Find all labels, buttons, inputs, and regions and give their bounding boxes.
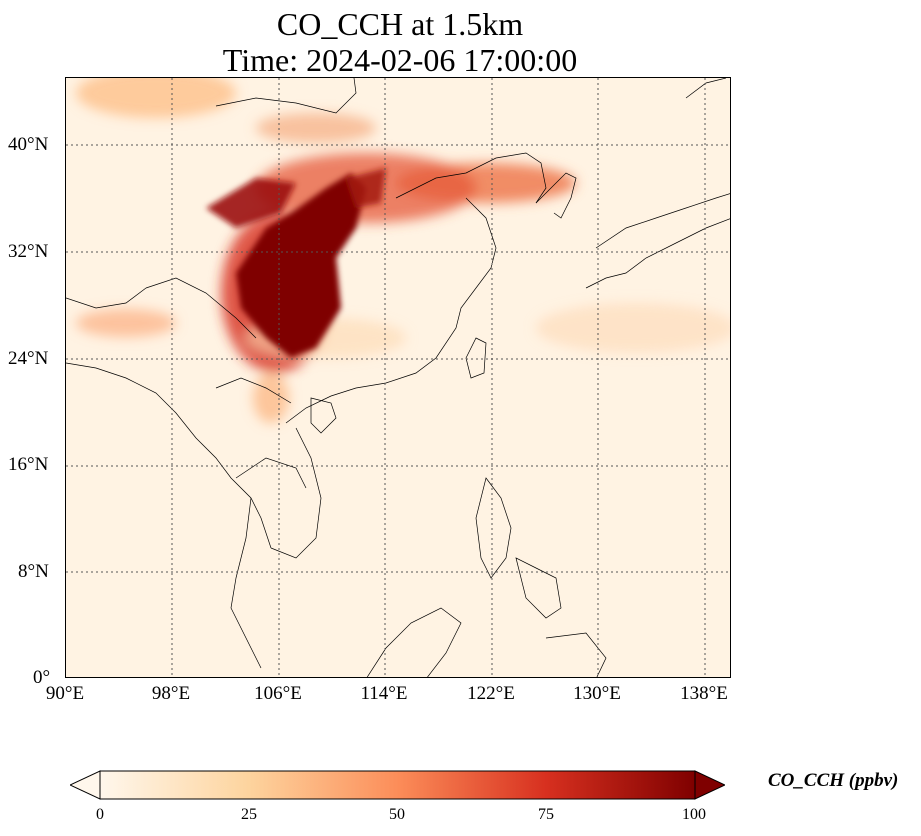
map-title: CO_CCH at 1.5km	[276, 6, 524, 42]
lon-tick-label: 122°E	[467, 683, 515, 704]
lat-tick-label: 24°N	[8, 348, 49, 369]
lon-tick-label: 98°E	[151, 683, 191, 704]
lat-tick-label: 0°	[33, 667, 51, 688]
colorbar-tick-label: 0	[96, 806, 104, 823]
lat-tick-label: 16°N	[8, 454, 49, 475]
colorbar	[70, 770, 725, 800]
colorbar-max-extend	[694, 770, 725, 800]
gridlines	[66, 78, 730, 677]
lon-tick-label: 138°E	[680, 683, 728, 704]
colorbar-tick-label: 50	[389, 806, 405, 823]
lat-tick-label: 8°N	[18, 561, 49, 582]
colorbar-tick-label: 25	[241, 806, 257, 823]
lat-tick-label: 32°N	[8, 241, 49, 262]
colorbar-tick-label: 100	[682, 806, 706, 823]
coastlines	[66, 78, 730, 677]
colorbar-gradient	[99, 770, 696, 800]
map-panel[interactable]	[65, 77, 731, 678]
lon-tick-label: 130°E	[573, 683, 621, 704]
lon-tick-label: 114°E	[360, 683, 408, 704]
colorbar-tick-label: 75	[538, 806, 554, 823]
lat-tick-label: 40°N	[8, 134, 49, 155]
lon-tick-label: 90°E	[45, 683, 85, 704]
concentration-core	[206, 168, 386, 358]
map-canvas	[66, 78, 730, 677]
colorbar-label: CO_CCH (ppbv)	[768, 770, 899, 791]
map-subtitle-time: Time: 2024-02-06 17:00:00	[222, 42, 578, 78]
lon-tick-label: 106°E	[254, 683, 302, 704]
colorbar-min-extend	[70, 770, 101, 800]
